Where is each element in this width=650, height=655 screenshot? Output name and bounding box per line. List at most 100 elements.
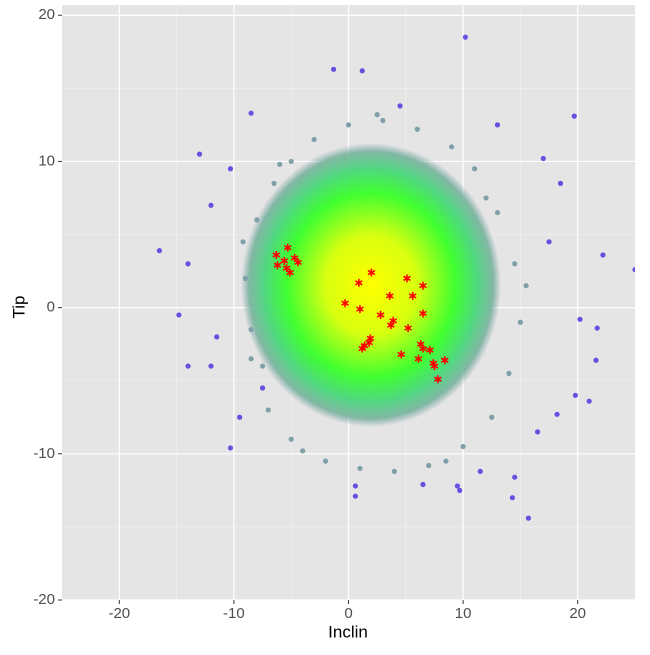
point bbox=[356, 305, 364, 314]
point bbox=[345, 122, 352, 128]
point bbox=[376, 310, 385, 319]
point bbox=[462, 34, 468, 40]
point bbox=[227, 445, 234, 451]
point bbox=[185, 363, 191, 369]
point bbox=[571, 113, 577, 119]
point bbox=[419, 344, 427, 353]
point bbox=[185, 261, 191, 267]
point bbox=[577, 316, 583, 322]
point bbox=[196, 151, 203, 157]
point bbox=[156, 248, 163, 254]
point bbox=[483, 195, 489, 201]
point bbox=[389, 316, 398, 325]
point bbox=[460, 443, 466, 450]
point bbox=[277, 161, 283, 167]
point bbox=[265, 407, 271, 413]
point bbox=[440, 356, 449, 365]
point bbox=[408, 291, 417, 300]
point bbox=[366, 334, 375, 343]
point bbox=[294, 258, 302, 267]
point bbox=[341, 299, 349, 308]
points bbox=[156, 34, 635, 521]
point bbox=[271, 180, 277, 186]
point bbox=[367, 268, 376, 277]
density-cloud bbox=[241, 143, 501, 427]
point bbox=[208, 202, 214, 208]
point bbox=[176, 312, 182, 318]
point bbox=[600, 252, 606, 258]
y-tick-label: 20 bbox=[38, 6, 55, 23]
point bbox=[517, 319, 524, 325]
point bbox=[248, 110, 254, 116]
point bbox=[525, 515, 532, 521]
point bbox=[380, 117, 386, 124]
x-tick-label: 10 bbox=[455, 605, 472, 622]
point bbox=[374, 112, 380, 118]
point bbox=[489, 414, 495, 420]
point bbox=[457, 487, 463, 493]
point bbox=[242, 275, 248, 281]
x-axis-title: Inclin bbox=[328, 622, 368, 641]
point bbox=[227, 166, 234, 172]
point bbox=[352, 493, 358, 499]
y-axis-title: Tip bbox=[9, 296, 28, 319]
point bbox=[454, 483, 460, 489]
point bbox=[357, 465, 363, 472]
point bbox=[237, 414, 243, 420]
point bbox=[546, 239, 552, 245]
point bbox=[414, 126, 420, 132]
point bbox=[420, 481, 426, 488]
point bbox=[477, 468, 483, 474]
point bbox=[449, 144, 455, 150]
point bbox=[632, 267, 635, 273]
point bbox=[540, 155, 546, 162]
point bbox=[523, 283, 529, 289]
point bbox=[273, 261, 282, 270]
point bbox=[248, 356, 254, 362]
y-tick-label: 0 bbox=[47, 299, 55, 316]
point bbox=[494, 209, 501, 216]
point bbox=[286, 268, 294, 277]
point bbox=[272, 250, 281, 259]
point bbox=[512, 261, 518, 267]
point bbox=[586, 398, 592, 404]
point bbox=[359, 68, 365, 74]
point bbox=[331, 66, 337, 72]
x-tick-label: -10 bbox=[223, 605, 245, 622]
x-tick-label: 0 bbox=[344, 605, 352, 622]
x-tick-label: -20 bbox=[108, 605, 130, 622]
point bbox=[471, 166, 478, 172]
point bbox=[426, 346, 434, 355]
point bbox=[397, 350, 406, 359]
y-tick-label: -20 bbox=[33, 591, 55, 608]
point bbox=[554, 411, 560, 417]
point bbox=[280, 256, 289, 265]
point bbox=[419, 281, 427, 290]
point bbox=[288, 158, 294, 165]
point bbox=[509, 495, 515, 501]
point bbox=[352, 483, 358, 489]
point bbox=[254, 217, 260, 223]
point bbox=[512, 474, 518, 480]
point bbox=[557, 180, 564, 186]
point bbox=[403, 274, 411, 283]
point bbox=[391, 468, 397, 474]
point bbox=[208, 363, 214, 369]
point bbox=[240, 239, 246, 245]
point bbox=[419, 309, 427, 318]
point bbox=[430, 362, 439, 371]
point bbox=[214, 334, 220, 340]
x-tick-label: 20 bbox=[569, 605, 586, 622]
point bbox=[593, 357, 599, 363]
point bbox=[288, 436, 294, 442]
point bbox=[283, 243, 292, 252]
point bbox=[404, 324, 412, 333]
point bbox=[426, 462, 432, 469]
point bbox=[354, 278, 363, 287]
point bbox=[506, 370, 512, 377]
point bbox=[358, 344, 367, 353]
point bbox=[572, 392, 579, 398]
point bbox=[322, 458, 329, 464]
point bbox=[397, 103, 403, 109]
point bbox=[414, 354, 423, 363]
